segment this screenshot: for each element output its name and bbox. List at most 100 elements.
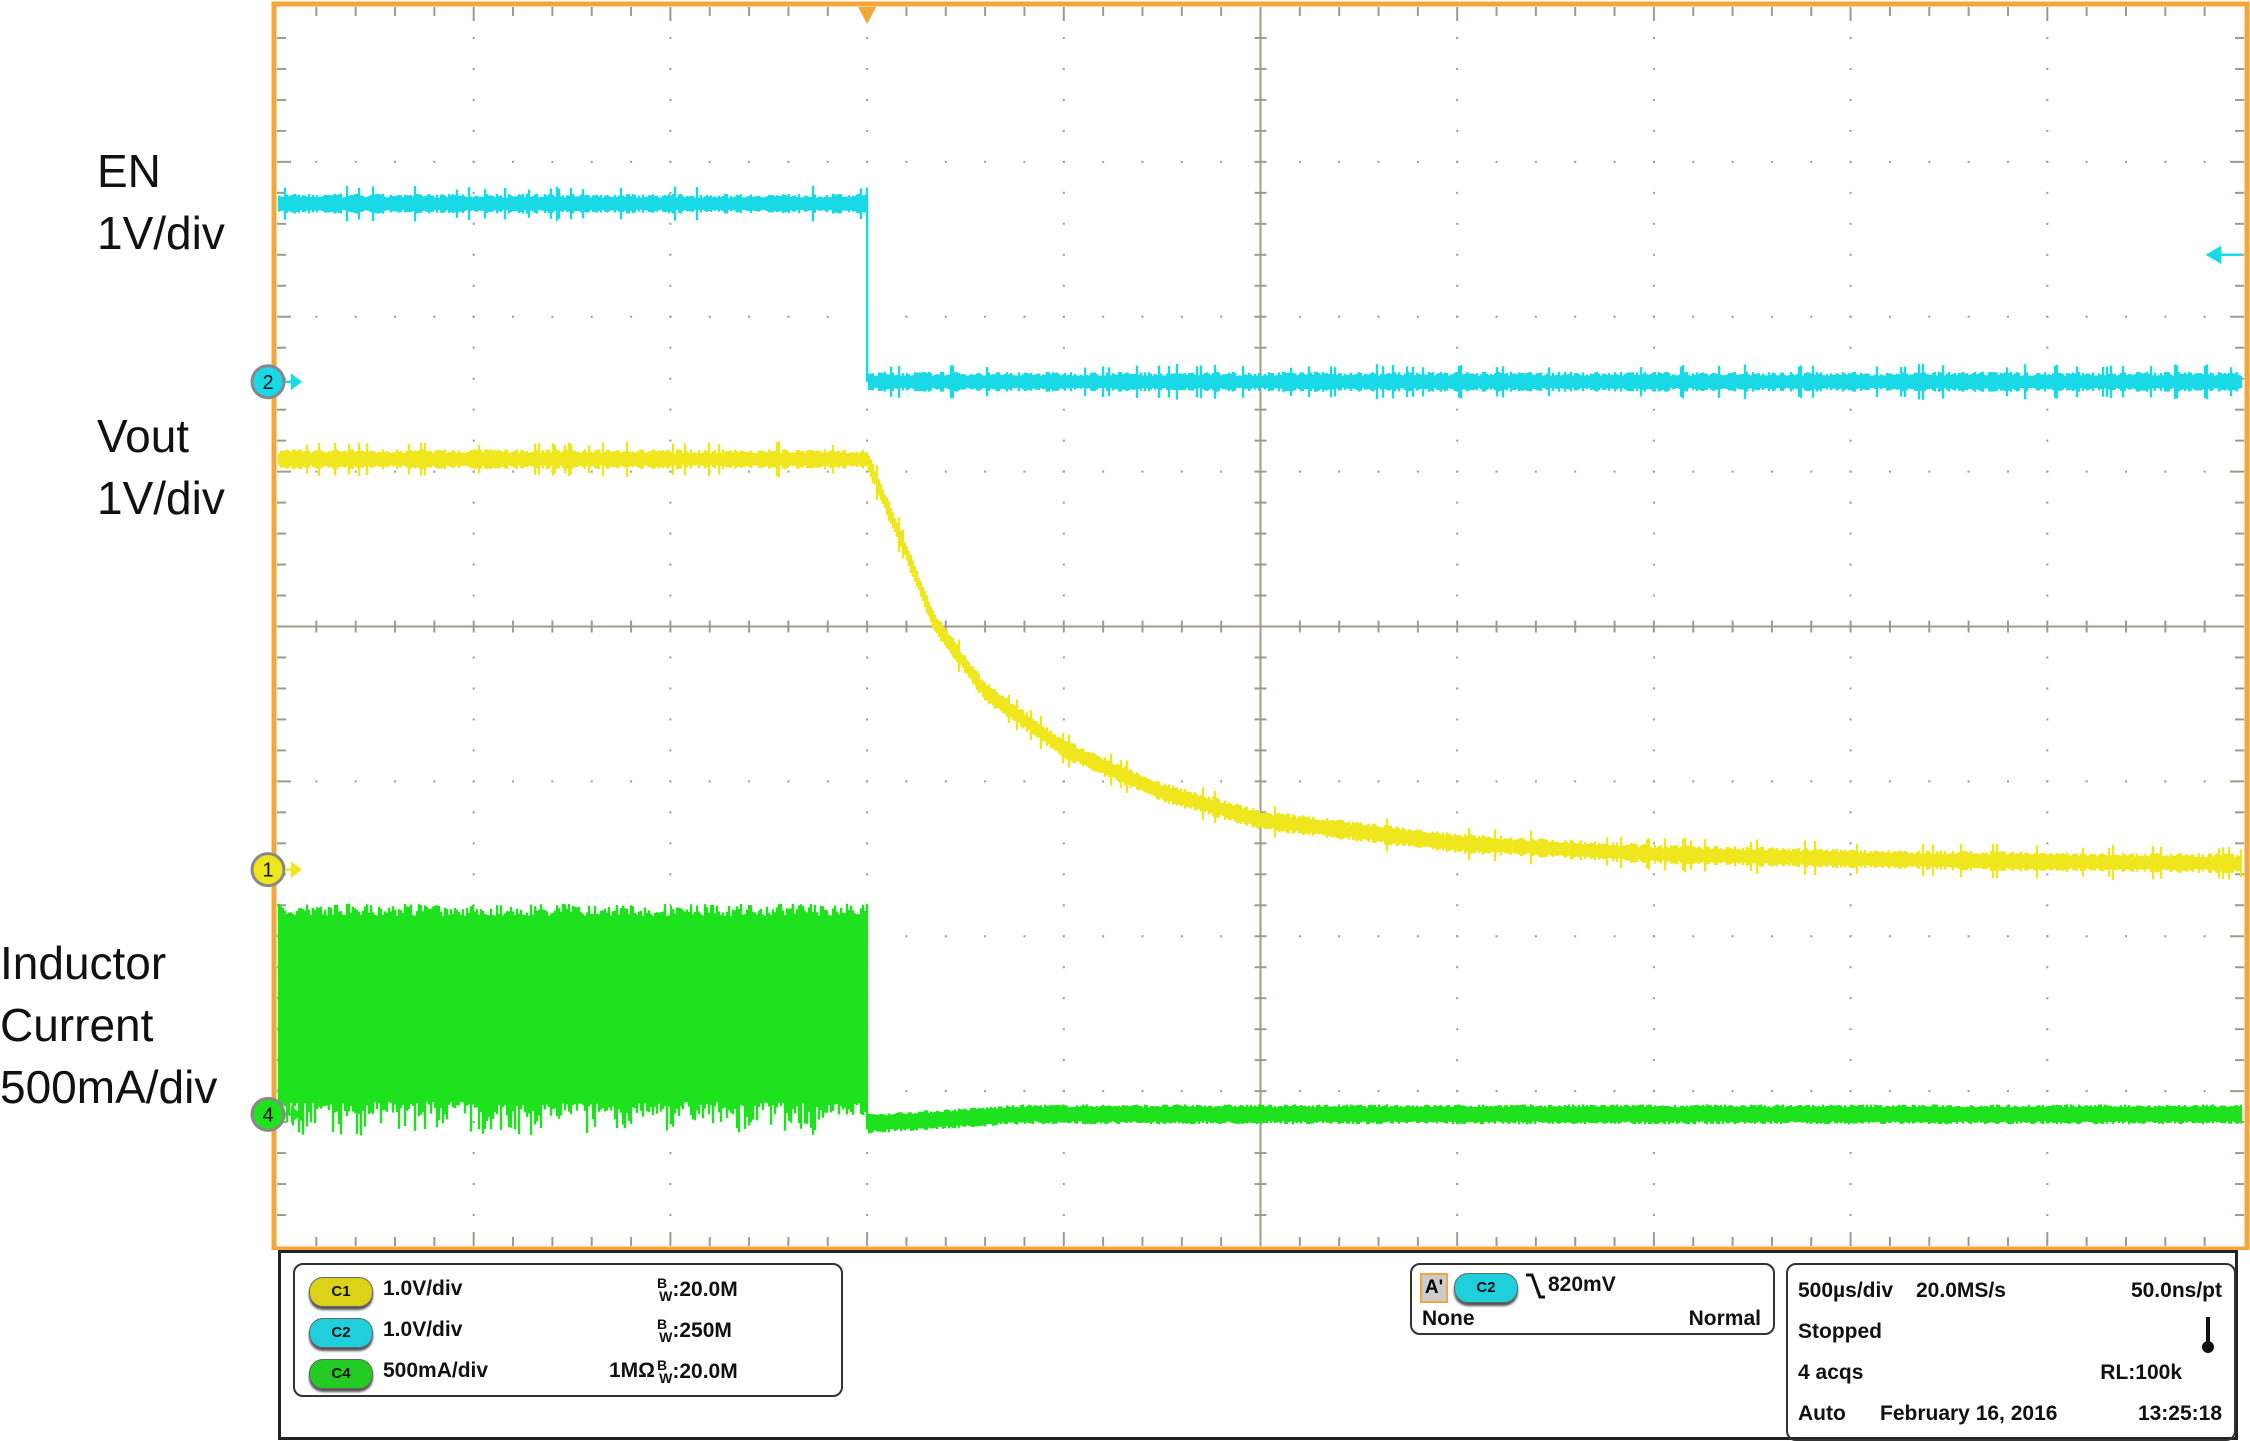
grid-dot [1849,408,1852,411]
grid-dot [1652,501,1655,504]
grid-dot [1456,98,1459,101]
grid-dot [905,315,908,318]
grid-dot [866,532,869,535]
grid-dot [1298,160,1301,163]
grid-dot [1377,315,1380,318]
grid-dot [1495,315,1498,318]
grid-dot [669,563,672,566]
grid-dot [669,718,672,721]
c4-badge[interactable]: C4 [309,1359,373,1389]
grid-dot [1062,904,1065,907]
grid-dot [1456,966,1459,969]
c1-bw: BW:20.0M [657,1275,738,1305]
grid-dot [944,470,947,473]
grid-dot [2164,315,2167,318]
grid-dot [1180,1090,1183,1093]
grid-dot [1849,749,1852,752]
grid-dot [1652,966,1655,969]
grid-dot [1456,594,1459,597]
grid-dot [866,439,869,442]
grid-dot [1102,780,1105,783]
grid-dot [866,594,869,597]
grid-dot [1338,935,1341,938]
grid-dot [472,67,475,70]
grid-dot [1495,1090,1498,1093]
grid-dot [1456,67,1459,70]
grid-dot [1849,222,1852,225]
grid-dot [905,470,908,473]
grid-dot [2046,1028,2049,1031]
grid-dot [1141,470,1144,473]
grid-dot [1967,470,1970,473]
grid-dot [394,470,397,473]
grid-dot [669,253,672,256]
falling-edge-icon [1526,1273,1545,1299]
oscilloscope-graticule: 2 1 4 [250,1,2250,1250]
trigger-mode-badge[interactable]: A' [1420,1273,1448,1303]
grid-dot [1849,129,1852,132]
grid-dot [1928,315,1931,318]
grid-dot [1456,718,1459,721]
grid-dot [551,160,554,163]
channel-2-reference-marker [250,364,286,400]
grid-dot [1338,470,1341,473]
grid-dot [748,315,751,318]
c2-badge[interactable]: C2 [309,1318,373,1348]
channel-4-arrow-icon [285,1105,303,1123]
en-label: EN 1V/div [97,148,225,256]
grid-dot [669,1214,672,1217]
grid-dot [1456,129,1459,132]
grid-dot [1652,191,1655,194]
grid-dot [472,253,475,256]
grid-dot [1652,439,1655,442]
grid-dot [1888,160,1891,163]
grid-dot [1456,532,1459,535]
grid-dot [2046,98,2049,101]
channel-1-reference-marker [250,852,286,888]
grid-dot [2046,346,2049,349]
timebase: 500µs/div [1798,1279,1893,1302]
grid-dot [1456,687,1459,690]
grid-dot [1220,470,1223,473]
grid-dot [1456,656,1459,659]
grid-dot [2046,718,2049,721]
grid-dot [1102,160,1105,163]
grid-dot [1456,408,1459,411]
grid-dot [2203,470,2206,473]
grid-dot [669,687,672,690]
grid-dot [1495,160,1498,163]
grid-dot [1613,1090,1616,1093]
grid-dot [472,501,475,504]
grid-dot [866,749,869,752]
grid-dot [1416,160,1419,163]
grid-dot [354,160,357,163]
grid-dot [787,315,790,318]
grid-dot [1652,1214,1655,1217]
grid-dot [1377,160,1380,163]
grid-dot [1849,253,1852,256]
grid-dot [1456,935,1459,938]
grid-dot [1613,470,1616,473]
grid-dot [472,129,475,132]
vout-label-scale: 1V/div [97,472,225,524]
grid-dot [2046,1090,2049,1093]
grid-dot [1849,501,1852,504]
c1-badge[interactable]: C1 [309,1277,373,1307]
grid-dot [1141,315,1144,318]
grid-dot [1220,1090,1223,1093]
grid-dot [1770,935,1773,938]
grid-dot [669,315,672,318]
grid-dot [1456,1028,1459,1031]
grid-dot [2203,935,2206,938]
grid-dot [433,315,436,318]
grid-dot [630,470,633,473]
grid-dot [1062,315,1065,318]
grid-dot [472,346,475,349]
grid-dot [1849,997,1852,1000]
grid-dot [1102,935,1105,938]
trigger-source-badge[interactable]: C2 [1454,1273,1518,1303]
grid-dot [1416,315,1419,318]
grid-dot [669,594,672,597]
grid-dot [944,780,947,783]
grid-dot [1928,780,1931,783]
